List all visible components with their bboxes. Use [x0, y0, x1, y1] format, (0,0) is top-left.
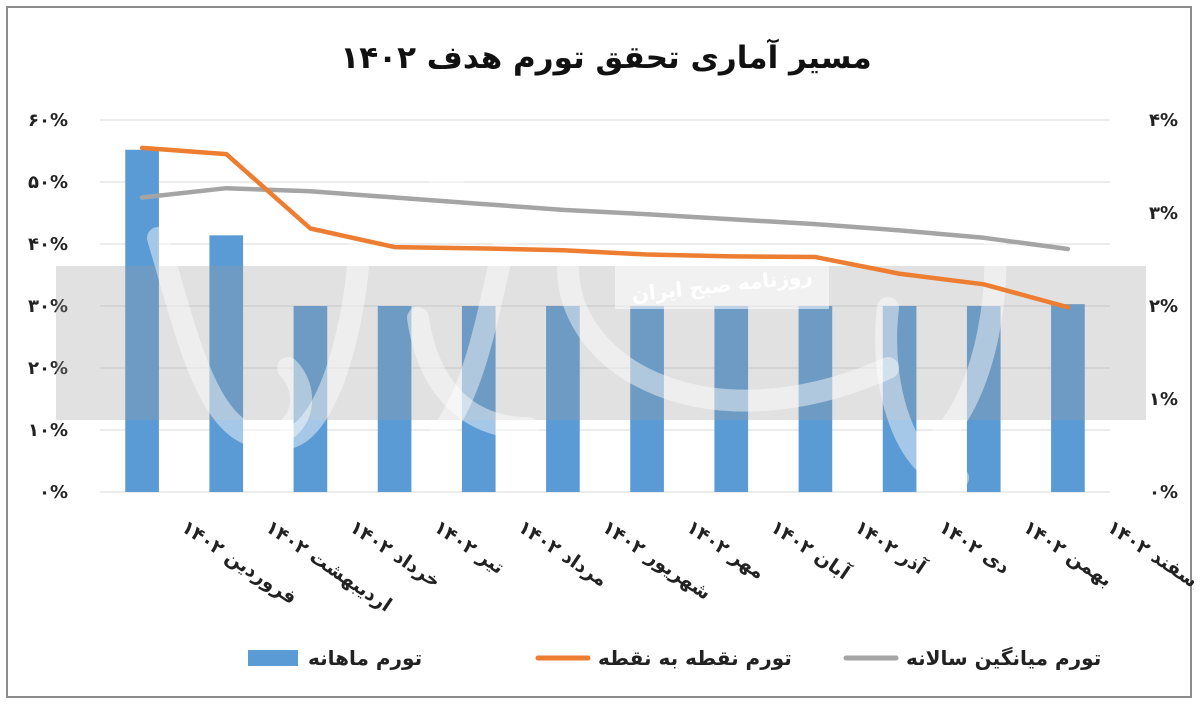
bar [461, 306, 496, 492]
left-tick-label: ۰% [39, 482, 68, 503]
legend-label: تورم ماهانه [308, 646, 422, 670]
watermark-logo-stroke [557, 257, 899, 412]
left-tick-label: ۳۰% [28, 296, 68, 317]
watermark-logo-stroke [147, 227, 312, 450]
right-tick-label: ۳% [1149, 203, 1178, 224]
category-label: آذر ۱۴۰۲ [851, 514, 931, 579]
bar [1051, 304, 1085, 492]
watermark-band [56, 266, 1146, 420]
category-label: تیر ۱۴۰۲ [430, 516, 508, 579]
watermark-logo-stroke [427, 217, 519, 449]
legend-label: تورم نقطه به نقطه [598, 646, 792, 670]
left-tick-label: ۱۰% [28, 420, 68, 441]
bar [546, 306, 580, 492]
bar [882, 306, 917, 492]
line-series [139, 145, 1071, 310]
right-tick-label: ۴% [1149, 110, 1178, 131]
legend-label: تورم میانگین سالانه [906, 646, 1101, 670]
watermark-logo-stroke [427, 173, 468, 219]
watermark-logo-stroke [917, 187, 1007, 459]
category-label: دی ۱۴۰۲ [935, 516, 1014, 579]
chart-svg: مسیر آماری تحقق تورم هدف ۱۴۰۲ ۰% ۱۰% ۲۰% ۳۰… [28, 38, 1194, 670]
left-tick-label: ۲۰% [28, 358, 68, 379]
bar [293, 306, 328, 492]
category-label: اسفند ۱۴۰۲ [1103, 516, 1194, 596]
watermark: روزنامه صبح ایران [56, 173, 1146, 489]
right-axis: ۰% ۱% ۲% ۳% ۴% [1149, 110, 1178, 503]
bar [377, 306, 412, 492]
left-tick-label: ۴۰% [28, 234, 68, 255]
legend: تورم ماهانه تورم نقطه به نقطه تورم میانگین… [248, 646, 1101, 670]
series-line [139, 185, 1071, 252]
left-axis: ۰% ۱۰% ۲۰% ۳۰% ۴۰% ۵۰% ۶۰% [28, 110, 68, 503]
right-tick-label: ۱% [1149, 389, 1178, 410]
bar [966, 306, 1001, 492]
category-label: بهمن ۱۴۰۲ [1019, 516, 1116, 592]
watermark-logo-stroke [407, 307, 539, 439]
bar [125, 149, 159, 492]
watermark-logo-stroke [277, 187, 371, 449]
bar [630, 306, 664, 492]
bar [714, 306, 749, 492]
watermark-label-box [615, 259, 829, 309]
left-tick-label: ۶۰% [28, 110, 68, 131]
bar [209, 235, 244, 492]
category-label: آبان ۱۴۰۲ [766, 514, 854, 584]
left-tick-label: ۵۰% [28, 172, 68, 193]
right-tick-label: ۲% [1149, 296, 1178, 317]
chart-title: مسیر آماری تحقق تورم هدف ۱۴۰۲ [340, 38, 871, 76]
series-line [139, 145, 1071, 310]
bar-series [125, 149, 1085, 492]
legend-swatch [248, 650, 298, 666]
right-tick-label: ۰% [1149, 482, 1178, 503]
gridlines [100, 119, 1110, 493]
bar [798, 306, 833, 492]
chart-frame: مسیر آماری تحقق تورم هدف ۱۴۰۲ ۰% ۱۰% ۲۰% ۳۰… [6, 6, 1194, 698]
watermark-logo-stroke [875, 297, 969, 489]
category-label: مرداد ۱۴۰۲ [514, 516, 611, 592]
